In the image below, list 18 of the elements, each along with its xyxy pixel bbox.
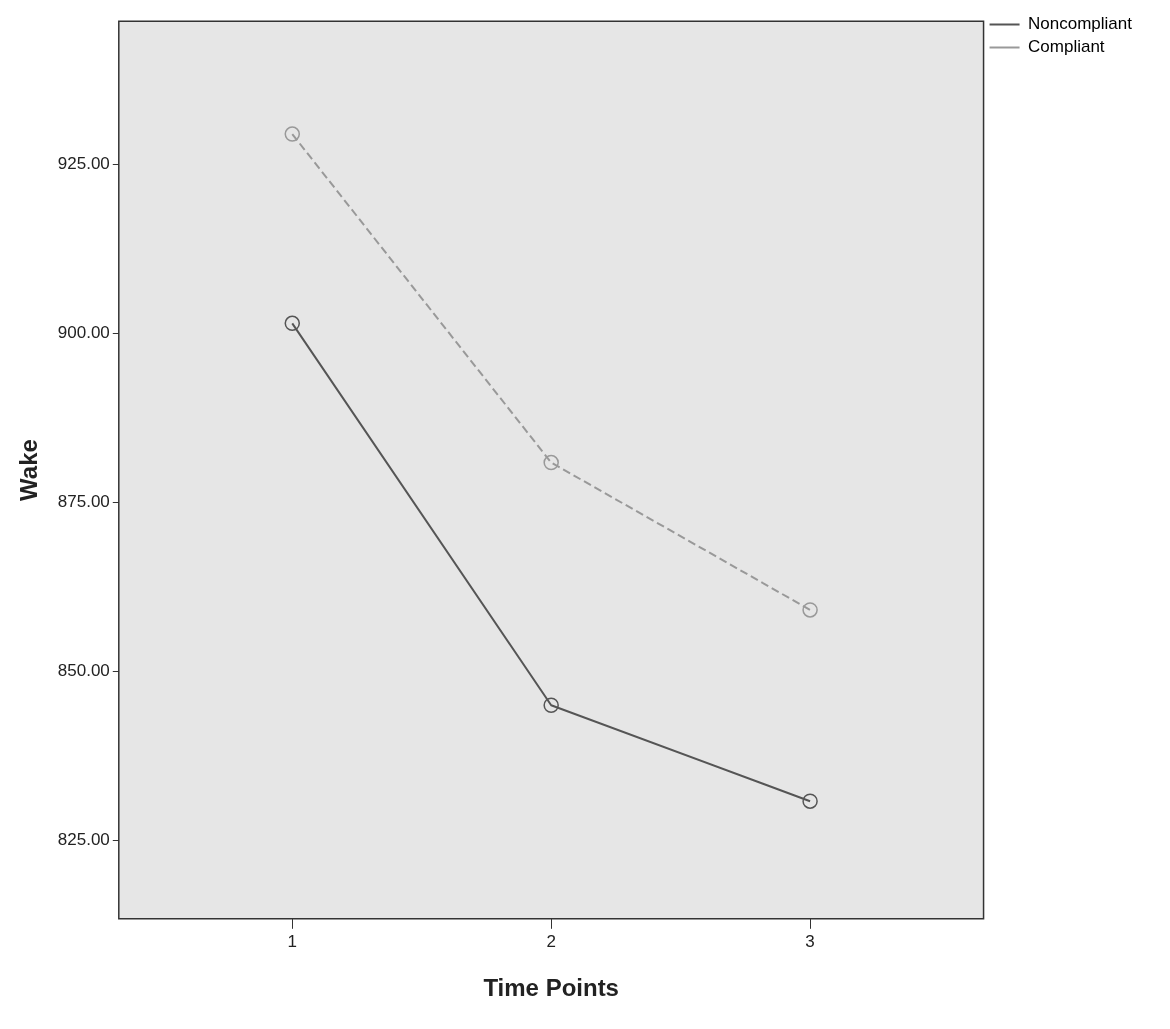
y-tick-label: 825.00: [57, 830, 110, 850]
y-tick-label: 875.00: [57, 492, 110, 512]
y-tick-label: 925.00: [57, 154, 110, 174]
legend-label: Compliant: [1028, 37, 1105, 57]
x-axis-title: Time Points: [483, 974, 619, 1002]
y-tick-label: 900.00: [57, 323, 110, 343]
point: [802, 793, 818, 809]
legend-label: Noncompliant: [1028, 14, 1133, 34]
x-tick-label: 2: [546, 931, 556, 951]
point: [802, 602, 818, 618]
y-tick-label: 850.00: [57, 661, 110, 681]
point: [284, 315, 301, 332]
x-tick-label: 1: [287, 931, 297, 951]
x-tick-label: 3: [805, 931, 815, 951]
y-axis-title: Wake: [15, 439, 43, 501]
point: [284, 126, 301, 142]
point: [543, 697, 559, 713]
point: [543, 454, 559, 471]
